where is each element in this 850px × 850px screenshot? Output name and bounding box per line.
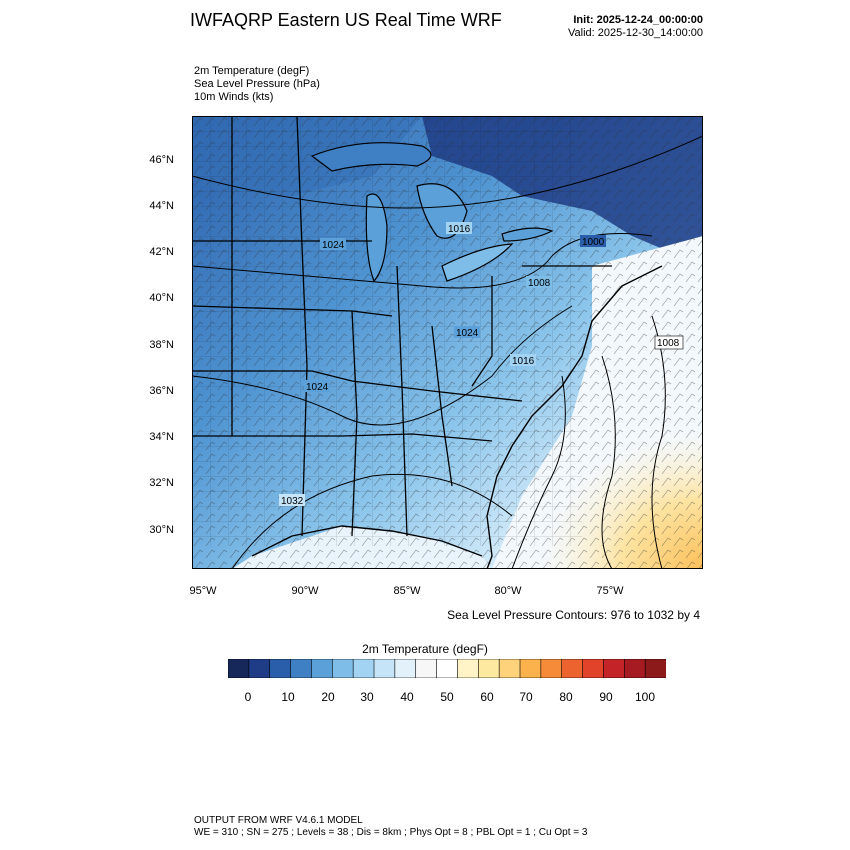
pressure-label: 1016	[510, 354, 536, 367]
svg-text:1000: 1000	[582, 237, 605, 248]
lake-superior	[310, 142, 432, 172]
colorbar-swatch	[331, 659, 354, 678]
lat-label: 44°N	[149, 200, 174, 212]
colorbar-label: 40	[400, 690, 414, 704]
colorbar-label: 0	[244, 690, 252, 704]
svg-text:1008: 1008	[657, 338, 680, 349]
lake-ontario	[501, 227, 554, 242]
colorbar-swatch	[373, 659, 396, 678]
pressure-label: 1024	[320, 238, 346, 251]
lon-label: 80°W	[494, 585, 522, 597]
colorbar-label: 90	[599, 690, 613, 704]
lat-label: 38°N	[149, 339, 174, 351]
colorbar-swatch	[352, 659, 375, 678]
colorbar-swatch	[540, 659, 563, 678]
colorbar-title: 2m Temperature (degF)	[362, 642, 488, 656]
colorbar-swatch	[415, 659, 438, 678]
valid-time: Valid: 2025-12-30_14:00:00	[568, 27, 703, 39]
pressure-label: 1032	[279, 494, 305, 507]
lon-label: 90°W	[291, 585, 319, 597]
svg-text:1008: 1008	[528, 278, 551, 289]
colorbar-swatch	[269, 659, 292, 678]
lat-label: 32°N	[149, 477, 174, 489]
pressure-label: 1024	[454, 326, 480, 339]
svg-text:1016: 1016	[448, 224, 471, 235]
svg-text:1032: 1032	[281, 496, 304, 507]
colorbar-swatch	[394, 659, 417, 678]
temperature-map: 1016 1024 1000 1008 1024 1016 1008 1024 …	[192, 116, 703, 569]
colorbar-swatch	[644, 659, 666, 678]
state-boundaries	[192, 116, 612, 537]
svg-text:1024: 1024	[322, 240, 345, 251]
lon-label: 95°W	[189, 585, 217, 597]
colorbar-swatch	[519, 659, 542, 678]
colorbar-swatch	[623, 659, 646, 678]
colorbar-label: 60	[480, 690, 494, 704]
init-time: Init: 2025-12-24_00:00:00	[573, 14, 703, 26]
lat-label: 40°N	[149, 292, 174, 304]
lat-label: 30°N	[149, 524, 174, 536]
colorbar-label: 50	[440, 690, 454, 704]
pressure-label: 1016	[446, 222, 472, 235]
pressure-label: 1000	[580, 235, 606, 248]
svg-text:1016: 1016	[512, 356, 535, 367]
wind-barbs	[192, 116, 703, 569]
colorbar-swatch	[311, 659, 333, 678]
colorbar-swatch	[603, 659, 625, 678]
colorbar-label: 70	[519, 690, 533, 704]
colorbar-label: 20	[321, 690, 335, 704]
field-label-pressure: Sea Level Pressure (hPa)	[194, 78, 320, 90]
svg-text:1024: 1024	[306, 382, 329, 393]
gulf-coastline	[251, 525, 483, 557]
lat-label: 34°N	[149, 431, 174, 443]
lat-label: 46°N	[149, 154, 174, 166]
colorbar-swatch	[457, 659, 479, 678]
colorbar-label: 10	[281, 690, 295, 704]
lon-label: 75°W	[596, 585, 624, 597]
colorbar-swatch	[498, 659, 521, 678]
colorbar-swatch	[477, 659, 500, 678]
colorbar	[228, 659, 666, 678]
contour-note: Sea Level Pressure Contours: 976 to 1032…	[447, 608, 700, 622]
pressure-label: 1024	[304, 380, 330, 393]
lat-label: 36°N	[149, 385, 174, 397]
lon-label: 85°W	[393, 585, 421, 597]
pressure-label: 1008	[526, 276, 552, 289]
colorbar-swatch	[582, 659, 605, 678]
colorbar-swatch	[248, 659, 271, 678]
colorbar-label: 80	[559, 690, 573, 704]
colorbar-swatch	[228, 659, 250, 678]
svg-text:1024: 1024	[456, 328, 479, 339]
pressure-label: 1008	[654, 335, 684, 350]
footer-config: WE = 310 ; SN = 275 ; Levels = 38 ; Dis …	[194, 827, 588, 838]
colorbar-swatch	[561, 659, 584, 678]
plot-title: IWFAQRP Eastern US Real Time WRF	[190, 10, 502, 30]
footer-model: OUTPUT FROM WRF V4.6.1 MODEL	[194, 815, 363, 826]
colorbar-swatch	[436, 659, 459, 678]
colorbar-swatch	[290, 659, 313, 678]
map-frame	[192, 116, 703, 569]
lat-label: 42°N	[149, 246, 174, 258]
colorbar-label: 100	[634, 690, 656, 704]
colorbar-label: 30	[360, 690, 374, 704]
field-label-winds: 10m Winds (kts)	[194, 91, 274, 103]
field-label-temperature: 2m Temperature (degF)	[194, 65, 310, 77]
lake-erie	[441, 243, 514, 282]
atlantic-coastline	[486, 265, 663, 569]
